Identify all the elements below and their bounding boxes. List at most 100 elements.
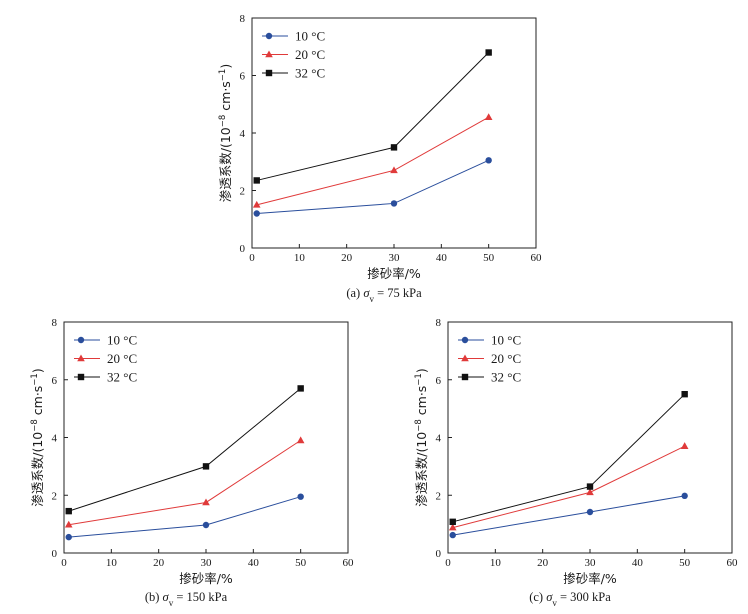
y-tick-label: 6 (52, 375, 58, 387)
x-tick-label: 30 (389, 252, 401, 264)
x-tick-label: 0 (61, 557, 67, 569)
data-point (202, 463, 210, 470)
data-point (484, 113, 493, 120)
data-point (586, 508, 594, 516)
x-tick-label: 30 (201, 557, 213, 569)
data-point (253, 177, 260, 184)
x-tick-label: 50 (679, 557, 691, 569)
panel-caption: (a) σv = 75 kPa (346, 286, 422, 304)
data-point (485, 49, 492, 56)
series-line-32c (256, 52, 490, 181)
x-tick-label: 60 (343, 557, 355, 569)
data-point (64, 520, 73, 528)
y-tick-label: 8 (436, 317, 442, 329)
data-point (77, 373, 85, 381)
chart-panel-c: 0 10 20 30 40 50 60 0 2 4 6 8 掺砂率/% 渗透系数/(10−8 cm·s−1… (414, 317, 738, 608)
data-point (296, 436, 305, 444)
data-point (461, 354, 469, 362)
data-point (265, 69, 273, 77)
x-tick-label: 50 (295, 557, 307, 569)
data-point (681, 390, 688, 398)
x-tick-label: 0 (445, 557, 451, 569)
legend-label: 32 °C (107, 370, 137, 385)
data-point (65, 533, 72, 541)
y-tick-label: 2 (52, 490, 58, 502)
x-tick-label: 20 (153, 557, 165, 569)
x-tick-label: 10 (294, 252, 306, 264)
chart-panel-b: 0 10 20 30 40 50 60 0 2 4 6 8 掺砂率/% 渗透系数/(10−8 cm·s−1… (30, 317, 354, 608)
x-tick-label: 30 (585, 557, 597, 569)
data-point (77, 336, 85, 344)
x-tick-label: 20 (537, 557, 549, 569)
data-point (485, 157, 492, 164)
y-tick-label: 2 (240, 186, 246, 198)
x-tick-label: 20 (341, 252, 353, 264)
y-tick-label: 4 (52, 433, 58, 445)
series-line-10c (452, 495, 685, 536)
data-point (390, 166, 398, 174)
y-tick-label: 2 (436, 490, 442, 502)
data-point (265, 32, 273, 40)
y-tick-label: 8 (240, 13, 246, 25)
data-point (77, 354, 85, 362)
series-line-10c (256, 159, 489, 214)
series-line-10c (68, 496, 301, 538)
y-axis-label: 渗透系数/(10−8 cm·s−1) (414, 368, 429, 506)
legend-label: 10 °C (107, 333, 137, 348)
x-axis-label: 掺砂率/% (563, 571, 617, 586)
legend-label: 10 °C (295, 29, 325, 44)
data-point (390, 200, 398, 207)
data-point (448, 523, 457, 531)
data-point (461, 336, 469, 344)
legend-label: 20 °C (491, 351, 521, 366)
data-point (297, 493, 304, 500)
x-axis-label: 掺砂率/% (367, 266, 421, 281)
data-point (297, 385, 304, 392)
x-axis-label: 掺砂率/% (179, 571, 233, 586)
x-tick-label: 50 (483, 252, 495, 264)
x-tick-label: 10 (106, 557, 118, 569)
x-tick-label: 40 (632, 557, 644, 569)
legend-label: 20 °C (295, 47, 325, 62)
series-line-32c (68, 388, 301, 512)
panel-caption: (b) σv = 150 kPa (145, 590, 228, 608)
y-tick-label: 6 (240, 71, 246, 83)
x-tick-label: 0 (249, 252, 255, 264)
y-tick-label: 0 (240, 243, 246, 255)
x-tick-label: 60 (531, 252, 543, 264)
y-tick-label: 6 (436, 375, 442, 387)
legend-label: 32 °C (295, 66, 325, 81)
data-point (253, 210, 260, 217)
data-point (586, 488, 594, 496)
y-axis-label: 渗透系数/(10−8 cm·s−1) (30, 368, 45, 506)
data-point (586, 483, 594, 490)
x-tick-label: 10 (490, 557, 502, 569)
data-point (461, 373, 469, 381)
legend-label: 32 °C (491, 370, 521, 385)
y-tick-label: 0 (52, 548, 58, 560)
y-tick-label: 8 (52, 317, 58, 329)
data-point (390, 144, 398, 151)
data-point (202, 498, 210, 506)
y-axis-label: 渗透系数/(10−8 cm·s−1) (218, 64, 233, 202)
data-point (681, 492, 688, 500)
series-line-20c (68, 439, 301, 526)
data-point (265, 50, 273, 58)
data-point (680, 442, 689, 449)
x-tick-label: 40 (248, 557, 260, 569)
data-point (65, 507, 72, 515)
data-point (449, 531, 456, 539)
panel-caption: (c) σv = 300 kPa (529, 590, 611, 608)
series-line-20c (256, 116, 489, 206)
legend-label: 20 °C (107, 351, 137, 366)
y-tick-label: 0 (436, 548, 442, 560)
chart-panel-a: 0 10 20 30 40 50 60 0 2 4 6 8 掺砂率/% 渗透系数/(10−8 cm·s−1… (218, 13, 542, 304)
data-point (202, 521, 210, 529)
data-point (252, 200, 261, 208)
data-point (449, 518, 456, 526)
y-tick-label: 4 (240, 128, 246, 140)
x-tick-label: 60 (727, 557, 739, 569)
legend-label: 10 °C (491, 333, 521, 348)
series-line-32c (452, 393, 686, 523)
